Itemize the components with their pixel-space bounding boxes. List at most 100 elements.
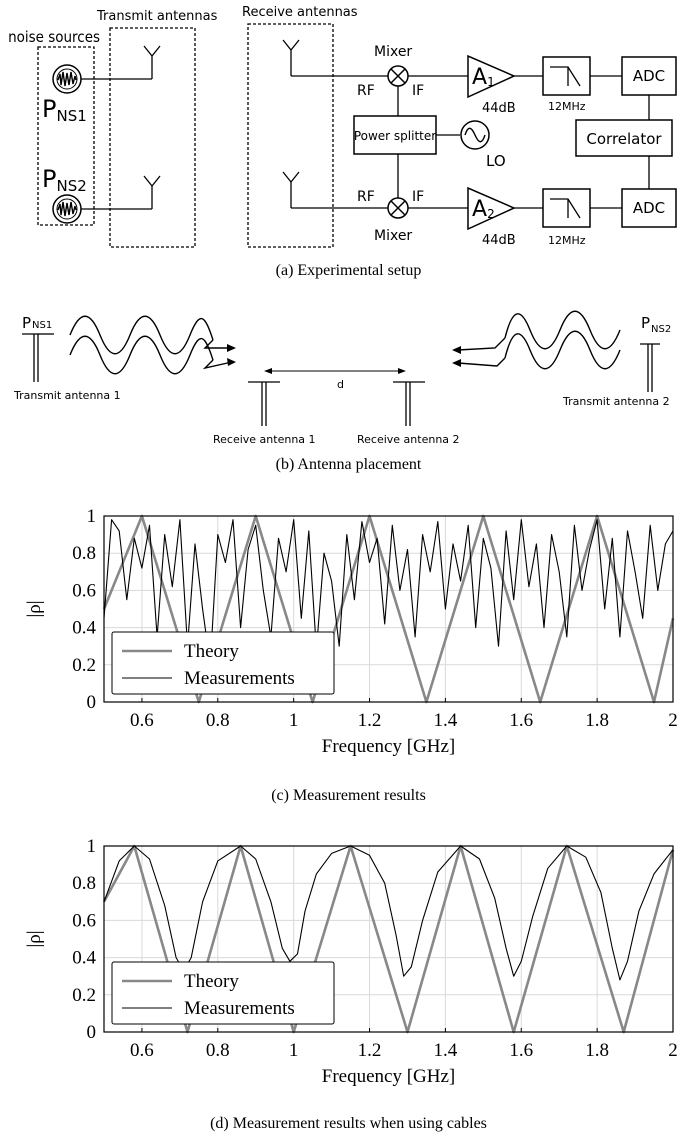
correlator-box bbox=[575, 119, 673, 157]
placement-pns2-label: PNS2 bbox=[641, 314, 671, 335]
x-tick-label: 1 bbox=[289, 1040, 299, 1061]
x-tick-label: 1 bbox=[289, 710, 299, 731]
transmit-antennas-box bbox=[109, 27, 196, 248]
y-tick-label: 0.6 bbox=[72, 910, 96, 931]
x-tick-label: 0.6 bbox=[130, 1040, 154, 1061]
x-axis-label: Frequency [GHz] bbox=[322, 736, 455, 757]
transmit-antennas-label: Transmit antennas bbox=[96, 9, 218, 24]
placement-receive-antenna-2-icon bbox=[393, 381, 425, 426]
experimental-setup-diagram: noise sources Transmit antennas Receive … bbox=[8, 5, 677, 248]
placement-tx1-label: Transmit antenna 1 bbox=[13, 389, 121, 402]
distance-label: d bbox=[337, 378, 344, 391]
adc-2-box bbox=[621, 188, 677, 228]
x-tick-label: 0.6 bbox=[130, 710, 154, 731]
filter-2-label: 12MHz bbox=[548, 234, 586, 247]
power-splitter-label: Power splitter bbox=[354, 129, 436, 143]
placement-pns1-label: PNS1 bbox=[22, 314, 52, 332]
placement-rx1-label: Receive antenna 1 bbox=[213, 433, 316, 446]
x-tick-label: 2 bbox=[668, 710, 678, 731]
series-line-measurements bbox=[103, 845, 674, 981]
correlator-label: Correlator bbox=[586, 130, 662, 148]
placement-tx2-label: Transmit antenna 2 bbox=[562, 395, 670, 408]
y-tick-label: 0.6 bbox=[72, 580, 96, 601]
receive-antenna-1-icon bbox=[282, 39, 300, 76]
y-axis-label: |ρ| bbox=[24, 600, 45, 617]
cable-measurement-results-chart: 0.6 0.8 1 1.2 1.4 1.6 1.8 2 0 0.2 0.4 0.6 0.8 1 Freque… bbox=[24, 836, 678, 1087]
legend-label: Theory bbox=[184, 641, 239, 662]
amplifier-2-label: A2 bbox=[472, 197, 495, 222]
adc-1-label: ADC bbox=[633, 67, 665, 85]
legend-label: Measurements bbox=[184, 668, 295, 689]
mixer-1-rf-label: RF bbox=[357, 83, 375, 99]
mixer-2-icon bbox=[387, 197, 409, 219]
lowpass-filter-1-icon bbox=[542, 56, 591, 96]
distance-arrow-icon bbox=[264, 368, 406, 374]
plot-frame bbox=[103, 845, 674, 1033]
lowpass-filter-2-icon bbox=[542, 188, 591, 228]
receive-antennas-box bbox=[247, 23, 334, 248]
mixer-1-if-label: IF bbox=[412, 83, 424, 99]
power-splitter-box bbox=[353, 115, 437, 155]
pns2-label: PNS2 bbox=[42, 165, 87, 195]
y-tick-label: 0.2 bbox=[72, 655, 96, 676]
plot-frame bbox=[103, 515, 674, 703]
noise-source-2-icon bbox=[52, 194, 82, 224]
adc-2-label: ADC bbox=[633, 199, 665, 217]
x-tick-label: 1.4 bbox=[434, 710, 458, 731]
y-tick-label: 0 bbox=[87, 1022, 97, 1043]
placement-receive-antenna-1-icon bbox=[248, 381, 280, 426]
legend-label: Theory bbox=[184, 971, 239, 992]
x-tick-label: 2 bbox=[668, 1040, 678, 1061]
y-tick-label: 0.8 bbox=[72, 543, 96, 564]
amplifier-2-gain: 44dB bbox=[482, 233, 516, 248]
noise-sources-box bbox=[37, 46, 95, 226]
y-tick-label: 1 bbox=[87, 506, 97, 527]
transmit-antenna-1-icon bbox=[143, 45, 161, 79]
lo-oscillator-icon bbox=[460, 120, 490, 150]
placement-caption: (b) Antenna placement bbox=[275, 456, 422, 473]
mixer-1-label: Mixer bbox=[374, 44, 412, 60]
lo-label: LO bbox=[486, 152, 506, 170]
x-tick-label: 1.2 bbox=[358, 710, 382, 731]
y-tick-label: 0.2 bbox=[72, 985, 96, 1006]
wave-1-icon bbox=[69, 315, 236, 375]
mixer-2-label: Mixer bbox=[374, 228, 412, 244]
chart-c-caption: (c) Measurement results bbox=[271, 787, 426, 804]
legend-label: Measurements bbox=[184, 998, 295, 1019]
transmit-antenna-2-icon bbox=[143, 175, 161, 209]
x-tick-label: 1.8 bbox=[585, 1040, 609, 1061]
filter-1-label: 12MHz bbox=[548, 100, 586, 113]
y-tick-label: 0.4 bbox=[72, 618, 96, 639]
y-tick-label: 0 bbox=[87, 692, 97, 713]
noise-source-1-icon bbox=[52, 64, 82, 94]
y-axis-label: |ρ| bbox=[24, 930, 45, 947]
x-tick-label: 1.6 bbox=[509, 1040, 533, 1061]
x-tick-label: 1.2 bbox=[358, 1040, 382, 1061]
amplifier-1-label: A1 bbox=[472, 65, 495, 90]
x-tick-label: 0.8 bbox=[206, 1040, 230, 1061]
chart-d-caption: (d) Measurement results when using cable… bbox=[210, 1115, 487, 1132]
x-tick-label: 1.4 bbox=[434, 1040, 458, 1061]
y-tick-label: 0.8 bbox=[72, 873, 96, 894]
amplifier-1-gain: 44dB bbox=[482, 101, 516, 116]
receive-antenna-2-icon bbox=[282, 171, 300, 208]
noise-sources-label: noise sources bbox=[8, 29, 100, 46]
placement-transmit-antenna-1-icon bbox=[22, 333, 54, 382]
amplifier-2-icon bbox=[467, 186, 516, 231]
mixer-2-if-label: IF bbox=[412, 189, 424, 205]
mixer-1-icon bbox=[387, 65, 409, 87]
measurement-results-chart: 0.6 0.8 1 1.2 1.4 1.6 1.8 2 0 0.2 0.4 0.6 0.8 1 Freque… bbox=[24, 506, 678, 757]
antenna-placement-diagram: PNS1 Transmit antenna 1 PNS2 Transmit an… bbox=[13, 310, 671, 446]
placement-transmit-antenna-2-icon bbox=[640, 343, 660, 392]
x-tick-label: 1.8 bbox=[585, 710, 609, 731]
y-tick-label: 0.4 bbox=[72, 948, 96, 969]
mixer-2-rf-label: RF bbox=[357, 189, 375, 205]
x-tick-label: 0.8 bbox=[206, 710, 230, 731]
receive-antennas-label: Receive antennas bbox=[242, 5, 358, 20]
amplifier-1-icon bbox=[467, 54, 516, 99]
y-tick-label: 1 bbox=[87, 836, 97, 857]
series-line-measurements bbox=[103, 519, 674, 666]
setup-caption: (a) Experimental setup bbox=[275, 262, 422, 279]
placement-rx2-label: Receive antenna 2 bbox=[357, 433, 460, 446]
x-axis-label: Frequency [GHz] bbox=[322, 1066, 455, 1087]
